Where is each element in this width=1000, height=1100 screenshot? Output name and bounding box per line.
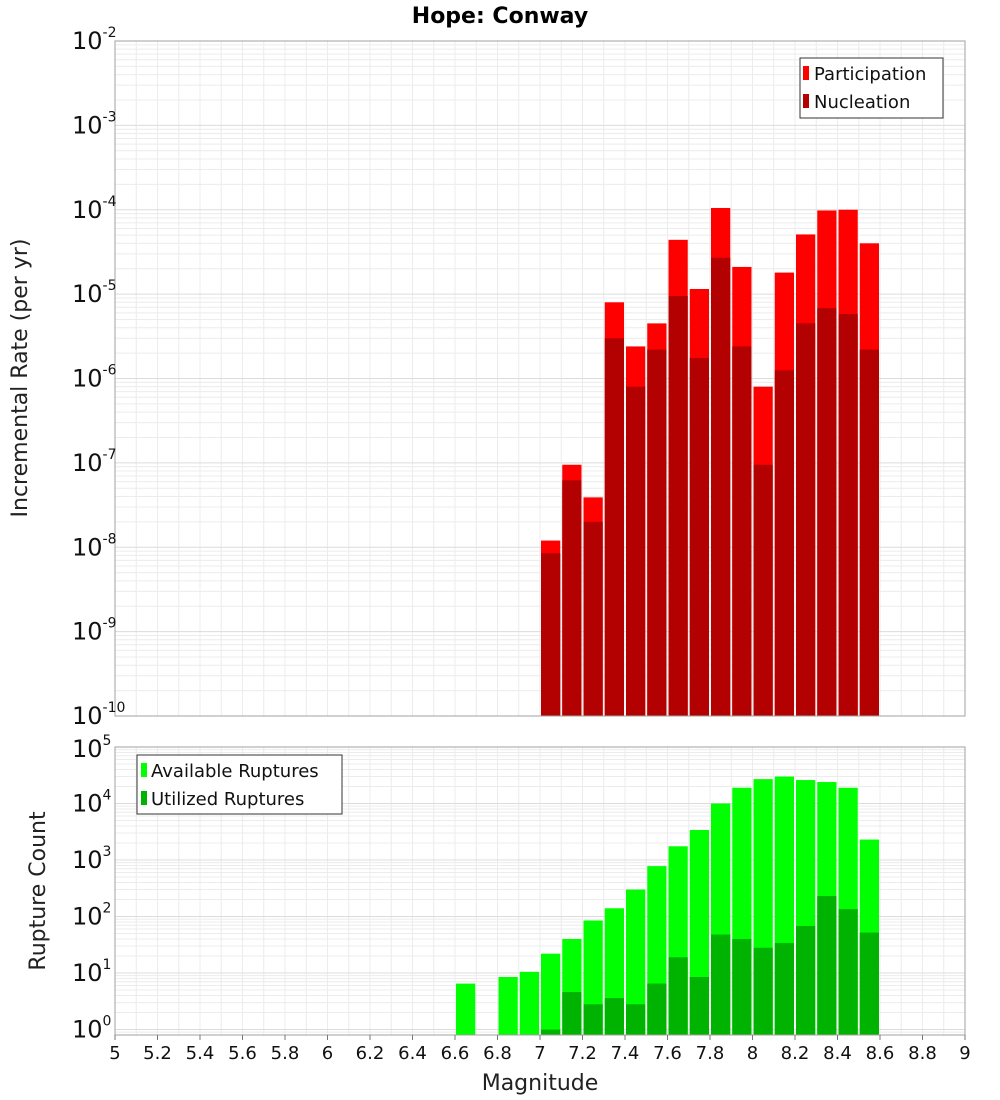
bottom-bars: [456, 776, 879, 1035]
top-bar-b: [796, 323, 816, 716]
bottom-bar-b: [583, 1004, 603, 1035]
bottom-bar-a: [519, 971, 539, 1035]
bottom-bar-b: [774, 942, 794, 1035]
bottom-bar-b: [817, 896, 837, 1035]
x-tick-label: 7.8: [696, 1043, 725, 1064]
x-tick-label: 8.4: [823, 1043, 852, 1064]
top-bar-b: [604, 338, 624, 716]
top-bar-b: [732, 346, 752, 716]
x-tick-label: 6.4: [398, 1043, 427, 1064]
bottom-bar-b: [689, 977, 709, 1035]
x-tick-label: 5.2: [143, 1043, 172, 1064]
bottom-y-tick-label: 101: [72, 957, 111, 987]
top-y-tick-label: 10-4: [72, 194, 117, 224]
top-y-ticks: 10-2 10-3 10-4 10-5 10-6 10-7 10-8 10-9 10-10: [72, 25, 125, 730]
top-bar-b: [774, 370, 794, 716]
top-bar-b: [817, 308, 837, 716]
top-y-tick-label: 10-9: [72, 616, 117, 646]
x-tick-label: 6.2: [356, 1043, 385, 1064]
x-tick-label: 6: [322, 1043, 333, 1064]
bottom-bar-b: [859, 932, 879, 1035]
top-bars: [541, 207, 879, 717]
x-tick-label: 8.6: [866, 1043, 895, 1064]
bottom-bar-a: [456, 983, 476, 1035]
bottom-y-tick-label: 103: [72, 844, 111, 874]
top-plot-area: 10-2 10-3 10-4 10-5 10-6 10-7 10-8 10-9 10-10: [72, 25, 966, 730]
top-y-tick-label: 10-2: [72, 25, 117, 55]
x-tick-label: 7.4: [611, 1043, 640, 1064]
bottom-bar-b: [604, 998, 624, 1035]
top-y-tick-label: 10-7: [72, 447, 117, 477]
x-tick-label: 6.8: [483, 1043, 512, 1064]
top-legend-box: [799, 57, 944, 119]
top-bar-b: [562, 480, 582, 716]
legend-swatch-utilized: [141, 791, 147, 805]
bottom-y-ticks: 105 104 103 102 101 100: [72, 733, 112, 1044]
legend-label-available: Available Ruptures: [151, 761, 319, 782]
bottom-legend-box: [136, 754, 343, 815]
x-tick-label: 8.2: [781, 1043, 810, 1064]
top-bar-b: [753, 464, 773, 716]
bottom-bar-b: [626, 1004, 646, 1035]
top-plot-frame: [114, 40, 966, 717]
top-bar-b: [583, 521, 603, 716]
bottom-bar-b: [838, 909, 858, 1035]
x-tick-label: 5.6: [228, 1043, 257, 1064]
top-bar-b: [689, 357, 709, 716]
x-tick-label: 5.8: [271, 1043, 300, 1064]
x-tick-label: 7: [534, 1043, 545, 1064]
bottom-bar-b: [732, 939, 752, 1035]
x-axis-label: Magnitude: [482, 1071, 599, 1096]
bottom-plot-area: 105 104 103 102 101 100 5 5.2 5.4 5.6 5.8 6 6.2 6.4 6…: [72, 733, 971, 1064]
top-bar-b: [838, 314, 858, 716]
bottom-bar-a: [626, 889, 646, 1035]
x-ticks: 5 5.2 5.4 5.6 5.8 6 6.2 6.4 6.6 6.8 7 7.2 7.4 7.6 7.8 8…: [109, 1035, 971, 1064]
bottom-bar-b: [711, 934, 731, 1035]
x-tick-label: 7.6: [653, 1043, 682, 1064]
x-tick-label: 6.6: [441, 1043, 470, 1064]
legend-swatch-participation: [803, 66, 809, 80]
top-y-tick-label: 10-3: [72, 109, 117, 139]
top-bar-b: [711, 257, 731, 716]
x-tick-label: 9: [959, 1043, 970, 1064]
bottom-bar-a: [498, 977, 518, 1035]
x-tick-label: 8: [747, 1043, 758, 1064]
bottom-legend: Available Ruptures Utilized Ruptures: [136, 754, 343, 815]
x-tick-label: 5: [109, 1043, 120, 1064]
top-y-tick-label: 10-8: [72, 531, 117, 561]
legend-label-utilized: Utilized Ruptures: [151, 789, 304, 810]
chart-title: Hope: Conway: [412, 4, 588, 29]
top-y-axis-label: Incremental Rate (per yr): [8, 239, 33, 518]
top-y-tick-label: 10-5: [72, 278, 117, 308]
x-tick-label: 8.8: [908, 1043, 937, 1064]
legend-label-nucleation: Nucleation: [814, 92, 910, 113]
bottom-y-tick-label: 100: [72, 1014, 111, 1044]
x-tick-label: 5.4: [186, 1043, 215, 1064]
top-bar-b: [647, 349, 667, 716]
legend-swatch-available: [141, 763, 147, 777]
bottom-bar-b: [753, 947, 773, 1035]
bottom-y-tick-label: 102: [72, 901, 111, 931]
top-bar-b: [541, 553, 561, 716]
bottom-bar-b: [541, 1029, 561, 1035]
legend-label-participation: Participation: [814, 64, 926, 85]
bottom-y-tick-label: 105: [72, 733, 111, 763]
top-grid: [114, 40, 966, 717]
bottom-bar-b: [562, 992, 582, 1035]
top-bar-b: [859, 349, 879, 716]
bottom-bar-b: [668, 957, 688, 1035]
top-bar-b: [668, 296, 688, 716]
x-tick-label: 7.2: [568, 1043, 597, 1064]
top-bar-b: [626, 386, 646, 716]
bottom-y-axis-label: Rupture Count: [26, 811, 51, 971]
bottom-y-tick-label: 104: [72, 788, 112, 818]
legend-swatch-nucleation: [803, 94, 809, 108]
bottom-bar-a: [541, 953, 561, 1035]
top-legend: Participation Nucleation: [799, 57, 944, 119]
top-y-tick-label: 10-6: [72, 363, 117, 393]
bottom-bar-b: [647, 983, 667, 1035]
top-y-tick-label: 10-10: [72, 700, 125, 730]
bottom-bar-b: [796, 925, 816, 1035]
